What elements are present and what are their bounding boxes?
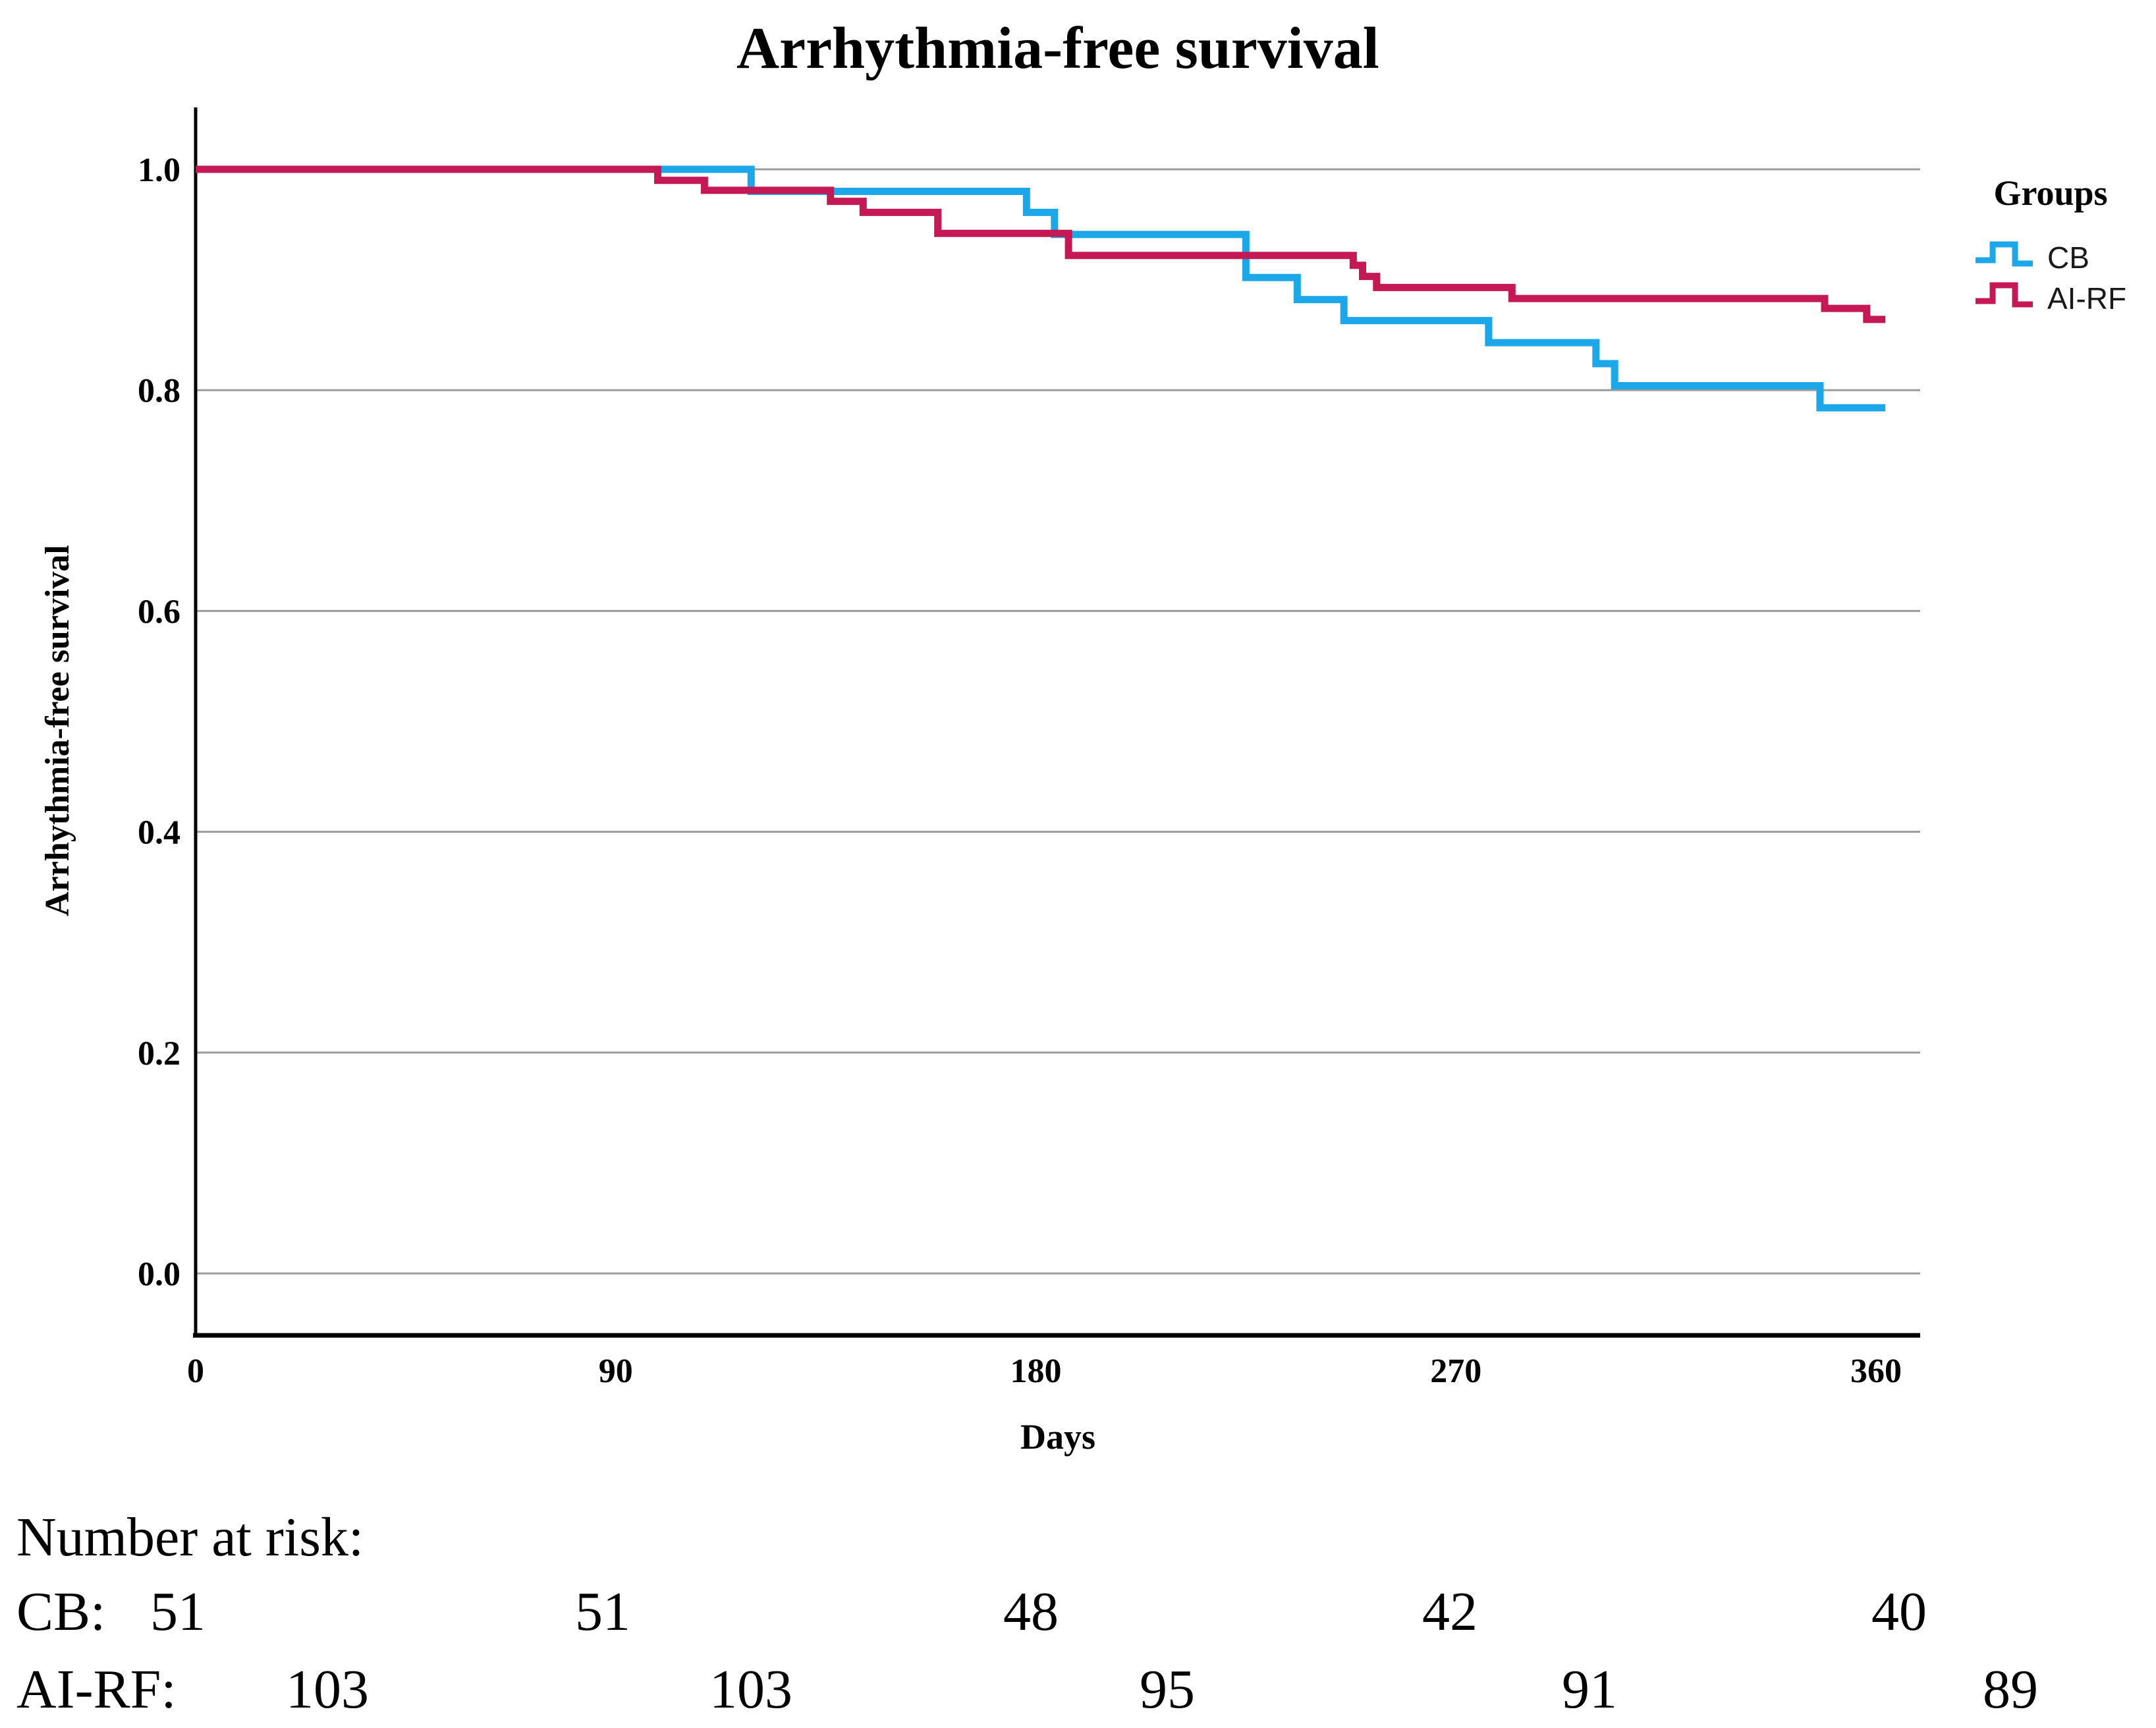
risk-value-airf-t90: 103 xyxy=(709,1659,792,1720)
risk-value-airf-t270: 91 xyxy=(1562,1659,1617,1720)
y-tick-label-0.8: 0.8 xyxy=(138,372,180,410)
risk-value-cb-t0: 51 xyxy=(150,1581,206,1642)
x-tick-label-180: 180 xyxy=(1010,1352,1061,1390)
risk-row-airf: AI-RF: 103 103 95 91 89 xyxy=(0,1658,2156,1727)
risk-value-airf-t180: 95 xyxy=(1140,1659,1195,1720)
x-tick-label-360: 360 xyxy=(1850,1352,1902,1390)
y-tick-label-0.2: 0.2 xyxy=(138,1035,180,1073)
risk-row-cb: CB: 51 51 48 42 40 xyxy=(0,1580,2156,1649)
cb-step-line xyxy=(1976,241,2033,267)
risk-value-airf-t0: 103 xyxy=(286,1659,369,1720)
legend-title: Groups xyxy=(1993,173,2108,213)
legend: Groups CB AI-RF xyxy=(1949,173,2156,316)
y-tick-label-0.4: 0.4 xyxy=(138,814,180,852)
legend-label-cb: CB xyxy=(2047,240,2089,275)
risk-value-cb-t270: 42 xyxy=(1422,1581,1478,1642)
x-tick-label-90: 90 xyxy=(599,1352,633,1390)
x-tick-label-270: 270 xyxy=(1430,1352,1481,1390)
risk-value-airf-t360: 89 xyxy=(1983,1659,2038,1720)
risk-value-cb-t180: 48 xyxy=(1003,1581,1059,1642)
y-tick-label-0.6: 0.6 xyxy=(138,593,180,630)
cb-step-line-icon xyxy=(1976,241,2033,267)
x-tick-label-0: 0 xyxy=(187,1352,204,1390)
y-tick-label-1.0: 1.0 xyxy=(138,152,180,189)
legend-label-airf: AI-RF xyxy=(2047,281,2127,316)
curve-cb xyxy=(196,165,1886,412)
chart-title: Arrhythmia-free survival xyxy=(736,16,1379,81)
risk-value-cb-t90: 51 xyxy=(575,1581,630,1642)
curve-airf xyxy=(196,165,1886,323)
x-axis-title: Days xyxy=(1020,1417,1095,1457)
risk-row-airf-label: AI-RF: xyxy=(16,1659,177,1720)
risk-value-cb-t360: 40 xyxy=(1871,1581,1927,1642)
airf-step-line xyxy=(1976,282,2033,308)
number-at-risk-heading: Number at risk: xyxy=(16,1507,364,1568)
risk-row-cb-label: CB: xyxy=(16,1581,106,1642)
airf-step-line-icon xyxy=(1976,282,2033,308)
y-tick-label-0.0: 0.0 xyxy=(138,1256,180,1293)
